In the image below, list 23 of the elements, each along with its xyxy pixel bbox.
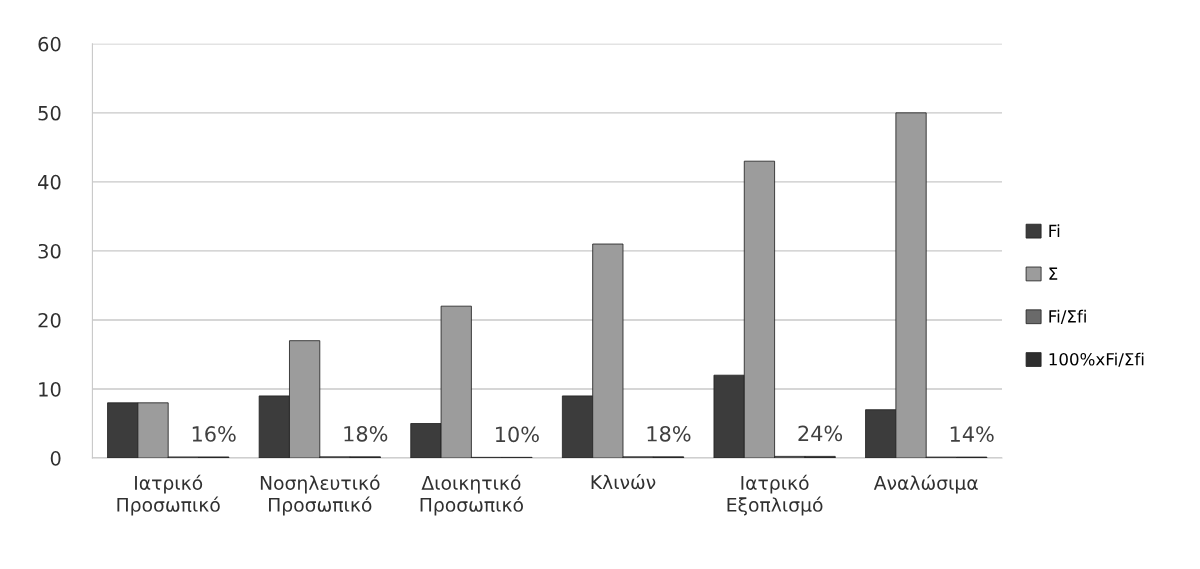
data-label: 16% [192,426,236,442]
legend-label: 100%xFi/Σfi [1049,352,1144,367]
y-tick-label: 20 [38,312,61,328]
data-label: 18% [344,425,388,442]
y-tick-label: 40 [38,174,61,190]
x-tick-label: Αναλώσιμα [873,474,978,494]
data-label: 18% [647,425,691,442]
y-tick-label: 0 [50,451,61,466]
y-tick-label: 50 [38,105,61,121]
x-tick-label: Ιατρικό Εξοπλισμό [727,474,823,516]
legend-label: Fi/Σfi [1049,309,1086,325]
y-tick-label: 60 [38,36,61,52]
data-label: 14% [950,426,994,442]
legend-label: Σ [1049,267,1058,280]
data-label: 10% [496,426,539,443]
x-tick-label: Νοσηλευτικό Προσωπικό [260,474,380,516]
data-label: 24% [798,425,843,442]
x-tick-label: Ιατρικό Προσωπικό [117,474,220,516]
x-tick-label: Κλινών [591,473,656,490]
legend-label: Fi [1049,224,1060,237]
y-tick-label: 10 [39,381,61,397]
y-tick-label: 30 [38,243,61,259]
x-tick-label: Διοικητικό Προσωπικό [420,474,523,516]
